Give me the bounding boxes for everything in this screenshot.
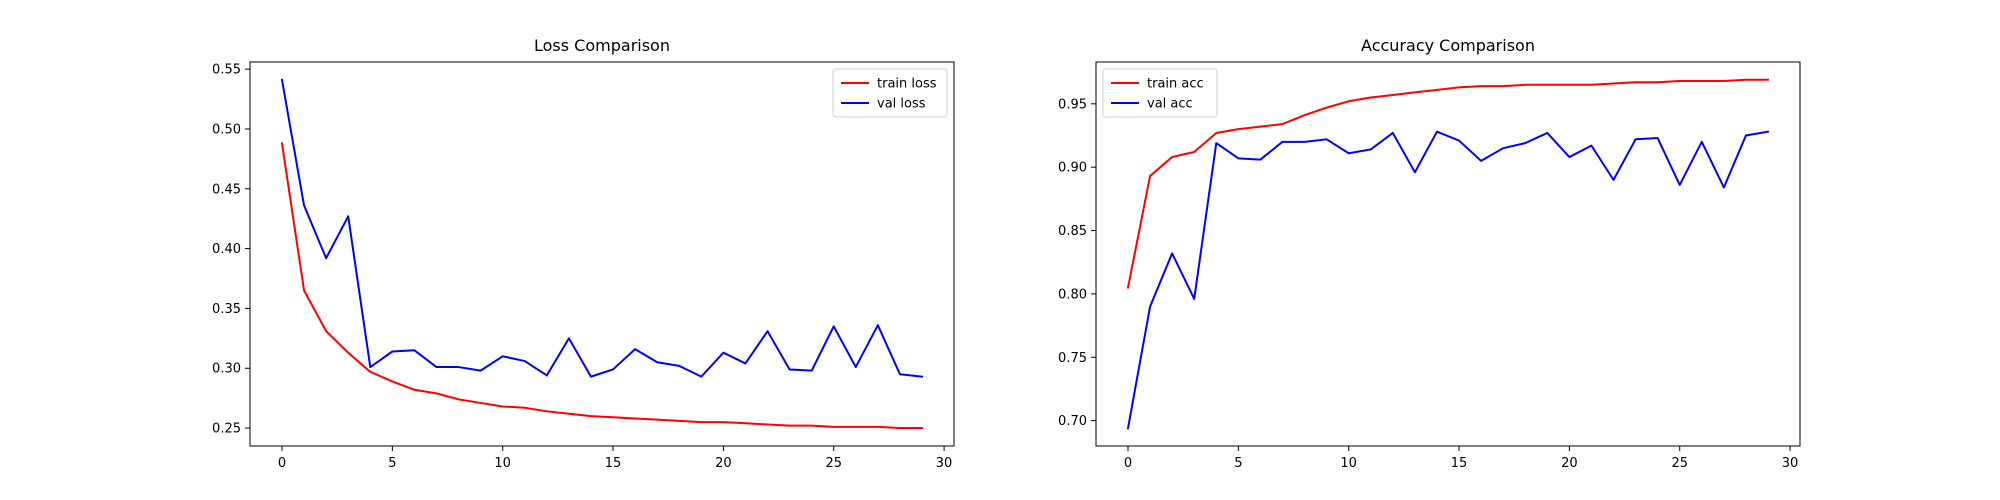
loss-plot-area: 0 5 10 15 20 25 30 0.25 0.30 0.35 0.40 0.45 0.50 0.55… (212, 61, 955, 471)
loss-legend-box (832, 68, 948, 118)
accuracy-plot-area: 0 5 10 15 20 25 30 0.70 0.75 0.80 0.85 0.90 0.95 trai… (1058, 61, 1801, 471)
accuracy-x-tick-label: 20 (1561, 456, 1578, 471)
accuracy-y-tick-label: 0.75 (1058, 351, 1087, 366)
loss-x-tick-label: 10 (494, 456, 511, 471)
loss-x-tick-label: 15 (605, 456, 622, 471)
loss-x-tick-label: 20 (715, 456, 732, 471)
accuracy-legend-label-train-acc: train acc (1147, 77, 1204, 92)
loss-series-line-val-loss (280, 78, 924, 378)
loss-y-tick-label: 0.45 (212, 182, 241, 197)
accuracy-x-tick-label: 25 (1671, 456, 1688, 471)
accuracy-series-line-val-acc (1126, 130, 1770, 430)
loss-x-tick-label: 25 (825, 456, 842, 471)
loss-legend-label-val-loss: val loss (877, 97, 926, 112)
accuracy-x-tick-label: 5 (1234, 456, 1242, 471)
loss-legend: train loss val loss (832, 68, 948, 118)
loss-y-tick-label: 0.30 (212, 362, 241, 377)
accuracy-legend: train acc val acc (1102, 68, 1218, 118)
accuracy-x-tick-label: 10 (1340, 456, 1357, 471)
loss-series-line-train-loss (280, 142, 923, 430)
loss-y-tick-label: 0.50 (212, 122, 241, 137)
loss-y-tick-label: 0.25 (212, 422, 241, 437)
loss-chart: Loss Comparison 0 5 10 15 20 25 30 0.25 0.30 0.35… (212, 36, 955, 471)
accuracy-series-line-train-acc (1126, 78, 1769, 289)
accuracy-y-tick-label: 0.85 (1058, 224, 1087, 239)
loss-legend-label-train-loss: train loss (877, 77, 937, 92)
accuracy-y-tick-label: 0.80 (1058, 287, 1087, 302)
accuracy-chart: Accuracy Comparison 0 5 10 15 20 25 30 0.70 0.75… (1058, 36, 1801, 471)
accuracy-legend-label-val-acc: val acc (1147, 97, 1193, 112)
accuracy-chart-title: Accuracy Comparison (1361, 36, 1535, 55)
accuracy-y-tick-label: 0.95 (1058, 97, 1087, 112)
loss-chart-title: Loss Comparison (534, 36, 670, 55)
loss-x-tick-label: 5 (388, 456, 396, 471)
loss-y-tick-label: 0.35 (212, 302, 241, 317)
loss-x-tick-label: 30 (936, 456, 953, 471)
loss-x-tick-label: 0 (278, 456, 286, 471)
accuracy-x-tick-label: 15 (1451, 456, 1468, 471)
loss-y-tick-label: 0.55 (212, 63, 241, 78)
accuracy-y-tick-label: 0.70 (1058, 414, 1087, 429)
accuracy-axes-frame (1095, 61, 1801, 447)
accuracy-y-tick-label: 0.90 (1058, 161, 1087, 176)
accuracy-x-tick-label: 30 (1782, 456, 1799, 471)
accuracy-x-tick-label: 0 (1124, 456, 1132, 471)
loss-axes-frame (249, 61, 955, 447)
accuracy-legend-box (1102, 68, 1218, 118)
loss-y-tick-label: 0.40 (212, 242, 241, 257)
